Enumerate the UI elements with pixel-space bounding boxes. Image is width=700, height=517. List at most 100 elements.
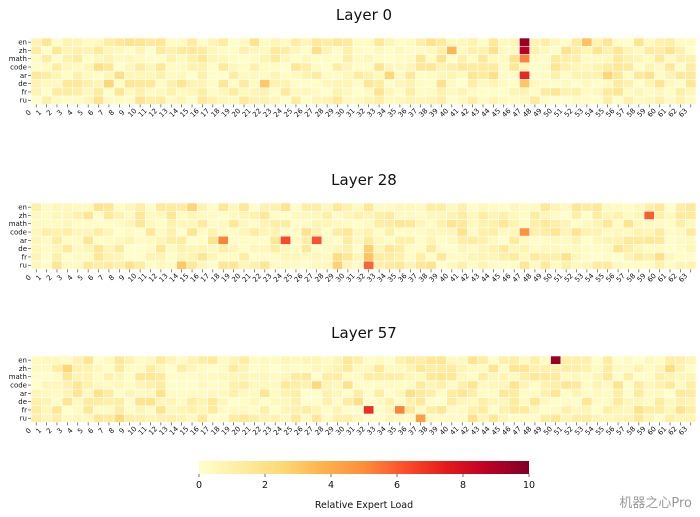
heatmap-cell bbox=[571, 62, 582, 72]
heatmap-cell bbox=[259, 202, 271, 212]
heatmap-cell bbox=[300, 397, 312, 407]
heatmap-cell bbox=[550, 79, 562, 89]
heatmap-cell bbox=[186, 388, 198, 398]
heatmap-cell bbox=[72, 380, 84, 390]
heatmap-cell bbox=[238, 363, 250, 373]
heatmap-cell bbox=[456, 45, 468, 55]
heatmap-cell bbox=[685, 95, 697, 105]
heatmap-cell bbox=[51, 260, 63, 270]
heatmap-cell bbox=[685, 405, 697, 415]
x-tick-label: 31 bbox=[345, 272, 357, 284]
heatmap-cell bbox=[93, 62, 105, 72]
heatmap-cell bbox=[61, 211, 73, 220]
heatmap-cell bbox=[155, 37, 167, 47]
heatmap-cell bbox=[633, 355, 645, 365]
heatmap-cell bbox=[176, 244, 188, 254]
heatmap-cell bbox=[571, 45, 582, 55]
heatmap-cell bbox=[124, 413, 136, 423]
heatmap-cell bbox=[643, 260, 655, 270]
heatmap-cell bbox=[165, 62, 177, 72]
heatmap-cell bbox=[508, 413, 520, 423]
x-tick-label: 62 bbox=[667, 425, 679, 437]
heatmap-cell bbox=[113, 54, 125, 64]
heatmap-cell bbox=[571, 202, 582, 212]
y-tick-label: zh bbox=[19, 47, 27, 55]
heatmap-cell bbox=[238, 413, 250, 423]
heatmap-cell bbox=[30, 235, 42, 245]
heatmap-cell bbox=[186, 397, 198, 407]
heatmap-cell bbox=[539, 260, 551, 270]
heatmap-cell bbox=[321, 95, 333, 105]
heatmap-cell bbox=[280, 45, 292, 55]
heatmap-cell bbox=[435, 45, 447, 55]
heatmap-cell bbox=[113, 202, 125, 212]
heatmap-cell bbox=[134, 79, 146, 89]
x-tick-label: 15 bbox=[178, 272, 190, 284]
heatmap-cell bbox=[456, 244, 468, 254]
heatmap-cell bbox=[643, 372, 655, 382]
heatmap-cell bbox=[529, 388, 541, 398]
heatmap-cell bbox=[529, 45, 541, 55]
heatmap-cell bbox=[300, 244, 312, 254]
heatmap-cell bbox=[529, 252, 541, 262]
heatmap-cell bbox=[498, 244, 510, 254]
heatmap-cell bbox=[155, 227, 167, 237]
heatmap-cell bbox=[30, 79, 42, 89]
heatmap-cell bbox=[82, 388, 94, 398]
heatmap-cell bbox=[196, 235, 208, 245]
heatmap-cell bbox=[217, 235, 229, 245]
heatmap-cell bbox=[674, 372, 686, 382]
x-tick-label: 59 bbox=[636, 107, 648, 119]
heatmap-cell bbox=[217, 62, 229, 72]
heatmap-cell bbox=[664, 202, 676, 212]
heatmap-cell bbox=[103, 363, 115, 373]
heatmap-cell bbox=[612, 87, 624, 97]
heatmap-cell bbox=[300, 62, 312, 72]
heatmap-cell bbox=[383, 372, 395, 382]
heatmap-cell bbox=[124, 219, 136, 229]
heatmap-cell bbox=[685, 260, 697, 270]
heatmap-cell bbox=[539, 95, 551, 105]
heatmap-cell bbox=[165, 397, 177, 407]
heatmap-cell bbox=[352, 372, 364, 382]
heatmap-cell bbox=[238, 54, 250, 64]
heatmap-cell bbox=[446, 244, 458, 254]
heatmap-cell bbox=[196, 388, 208, 398]
heatmap-cell bbox=[487, 372, 499, 382]
heatmap-cell bbox=[113, 413, 125, 423]
heatmap-cell bbox=[207, 45, 219, 55]
heatmap-cell bbox=[93, 355, 105, 365]
heatmap-cell bbox=[82, 380, 94, 390]
heatmap-cell bbox=[82, 244, 94, 254]
heatmap-cell bbox=[571, 252, 582, 262]
heatmap-cell bbox=[352, 413, 364, 423]
heatmap-cell bbox=[404, 388, 416, 398]
heatmap-cell bbox=[435, 211, 447, 220]
heatmap-cell bbox=[664, 219, 676, 229]
heatmap-cell bbox=[560, 54, 572, 64]
heatmap-cell bbox=[643, 202, 655, 212]
heatmap-cell bbox=[415, 227, 427, 237]
heatmap-cell bbox=[529, 87, 541, 97]
heatmap-cell bbox=[622, 79, 634, 89]
heatmap-cell bbox=[207, 244, 219, 254]
heatmap-cell bbox=[550, 70, 562, 80]
x-tick-label: 55 bbox=[594, 425, 606, 437]
heatmap-cell bbox=[103, 260, 115, 270]
heatmap-cell bbox=[664, 45, 676, 55]
heatmap-cell bbox=[373, 235, 385, 245]
heatmap-cell bbox=[290, 219, 302, 229]
heatmap-cell bbox=[248, 70, 260, 80]
heatmap-cell bbox=[581, 405, 593, 415]
heatmap-cell bbox=[467, 54, 479, 64]
heatmap-cell bbox=[602, 45, 614, 55]
x-tick-label: 39 bbox=[428, 272, 440, 284]
heatmap-cell bbox=[581, 363, 593, 373]
heatmap-cell bbox=[290, 372, 302, 382]
heatmap-cell bbox=[93, 211, 105, 220]
heatmap-cell bbox=[51, 388, 63, 398]
heatmap-cell bbox=[591, 219, 603, 229]
heatmap-cell bbox=[248, 413, 260, 423]
heatmap-cell bbox=[155, 244, 167, 254]
heatmap-cell bbox=[633, 397, 645, 407]
